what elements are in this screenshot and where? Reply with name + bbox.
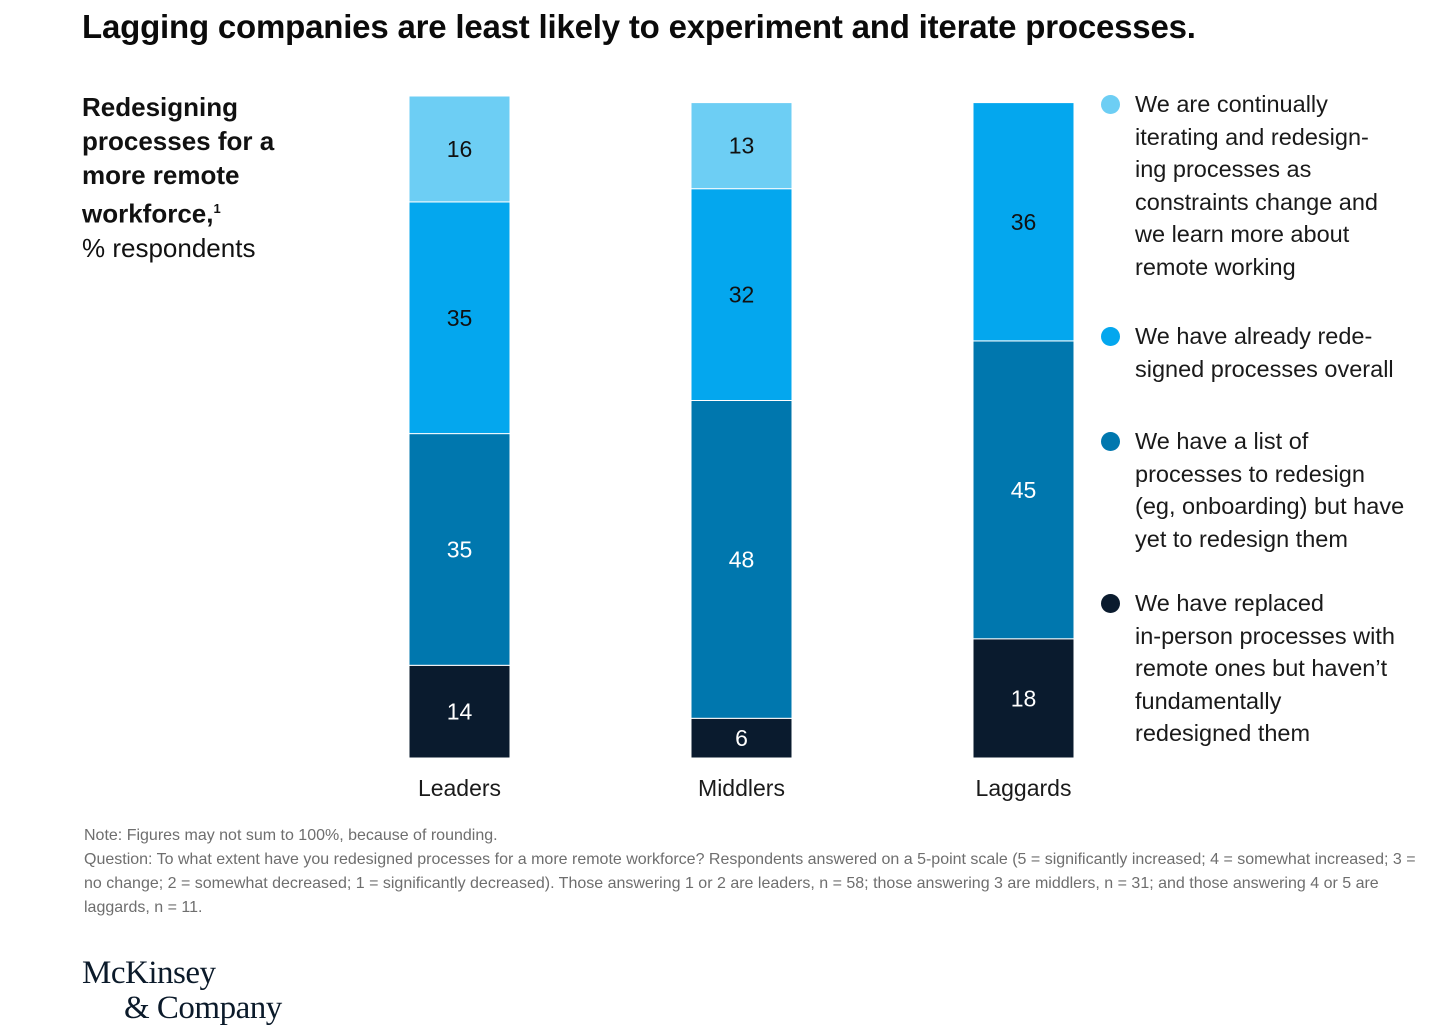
legend-item-3: We have replaced in-person processes with… (1100, 587, 1440, 750)
data-label-laggards-2: 36 (1011, 209, 1037, 235)
legend-label-0-line-3: constraints change and (1135, 188, 1378, 215)
legend-label-3-line-1: in-person processes with (1135, 622, 1395, 649)
bar-segment-middlers-1 (690, 400, 793, 719)
note-text: Note: Figures may not sum to 100%, becau… (84, 827, 498, 844)
bar-segment-leaders-2 (408, 201, 511, 435)
bar-segment-laggards-1 (972, 340, 1075, 640)
question-text: Question: To what extent have you redesi… (84, 851, 1416, 916)
data-label-middlers-0: 6 (735, 725, 748, 751)
legend-swatch-icon (1101, 327, 1120, 346)
subtitle-main: Redesigning processes for a more remote … (82, 92, 275, 229)
data-label-middlers-3: 13 (729, 133, 755, 159)
bar-segment-leaders-3 (408, 95, 511, 203)
category-label-laggards: Laggards (976, 775, 1072, 801)
chart-notes: Note: Figures may not sum to 100%, becau… (84, 824, 1424, 920)
data-label-middlers-1: 48 (729, 546, 755, 572)
data-label-leaders-1: 35 (447, 537, 473, 563)
bar-segment-laggards-2 (972, 102, 1075, 342)
legend-label-1-line-0: We have already rede- (1135, 323, 1373, 349)
category-label-middlers: Middlers (698, 775, 785, 801)
data-label-laggards-0: 18 (1011, 685, 1037, 711)
legend-label-2-line-1: processes to redesign (1135, 460, 1365, 487)
legend-item-1: We have already rede-signed processes ov… (1100, 320, 1440, 385)
legend-label-2-line-3: yet to redesign them (1135, 525, 1348, 552)
legend-item-2: We have a list of processes to redesign (e… (1100, 425, 1440, 555)
legend-label-3-line-2: remote ones but haven’t (1135, 655, 1388, 681)
data-label-leaders-3: 16 (447, 136, 473, 162)
legend-label-3-line-3: fundamentally (1135, 687, 1282, 714)
data-label-leaders-0: 14 (447, 699, 473, 725)
legend-label-2-line-2: (eg, onboarding) but have (1135, 493, 1405, 519)
stacked-bar-chart: 14 35 35 16 Leaders 6 48 32 13 Middlers 18 45 36 Lagg… (408, 95, 1075, 801)
legend-item-0: We are continually iterating and redesign… (1100, 88, 1440, 283)
data-label-laggards-1: 45 (1011, 477, 1037, 503)
footnote-mark: 1 (213, 201, 221, 216)
bar-segment-middlers-0 (690, 717, 793, 759)
legend-swatch-icon (1101, 95, 1120, 114)
bar-segment-leaders-1 (408, 433, 511, 666)
chart-title: Lagging companies are least likely to ex… (82, 8, 1196, 45)
category-label-leaders: Leaders (418, 775, 501, 801)
data-label-middlers-2: 32 (729, 282, 755, 308)
legend-label-1-line-1: signed processes overall (1135, 355, 1394, 382)
logo-line-2: & Company (124, 990, 282, 1026)
legend-swatch-icon (1101, 432, 1120, 451)
bar-segment-leaders-0 (408, 664, 511, 759)
legend-label-0-line-2: ing processes as (1135, 156, 1312, 182)
legend-swatch-icon (1101, 594, 1120, 613)
mckinsey-logo: McKinsey & Company (82, 956, 282, 1026)
legend-label-0-line-0: We are continually (1135, 91, 1328, 117)
legend-label-2-line-0: We have a list of (1135, 428, 1309, 454)
subtitle-unit: % respondents (82, 232, 256, 263)
bar-segment-middlers-2 (690, 188, 793, 401)
bar-segment-middlers-3 (690, 102, 793, 190)
legend-label-0-line-5: remote working (1135, 253, 1296, 280)
legend-label-0-line-1: iterating and redesign- (1135, 123, 1369, 150)
legend-label-0-line-4: we learn more about (1135, 221, 1350, 247)
bar-segment-laggards-0 (972, 638, 1075, 759)
legend-label-3-line-0: We have replaced (1135, 590, 1324, 616)
chart-subtitle: Redesigning processes for a more remote … (82, 90, 342, 265)
legend-label-3-line-4: redesigned them (1135, 720, 1311, 746)
logo-line-1: McKinsey (82, 955, 216, 991)
data-label-leaders-2: 35 (447, 305, 473, 331)
